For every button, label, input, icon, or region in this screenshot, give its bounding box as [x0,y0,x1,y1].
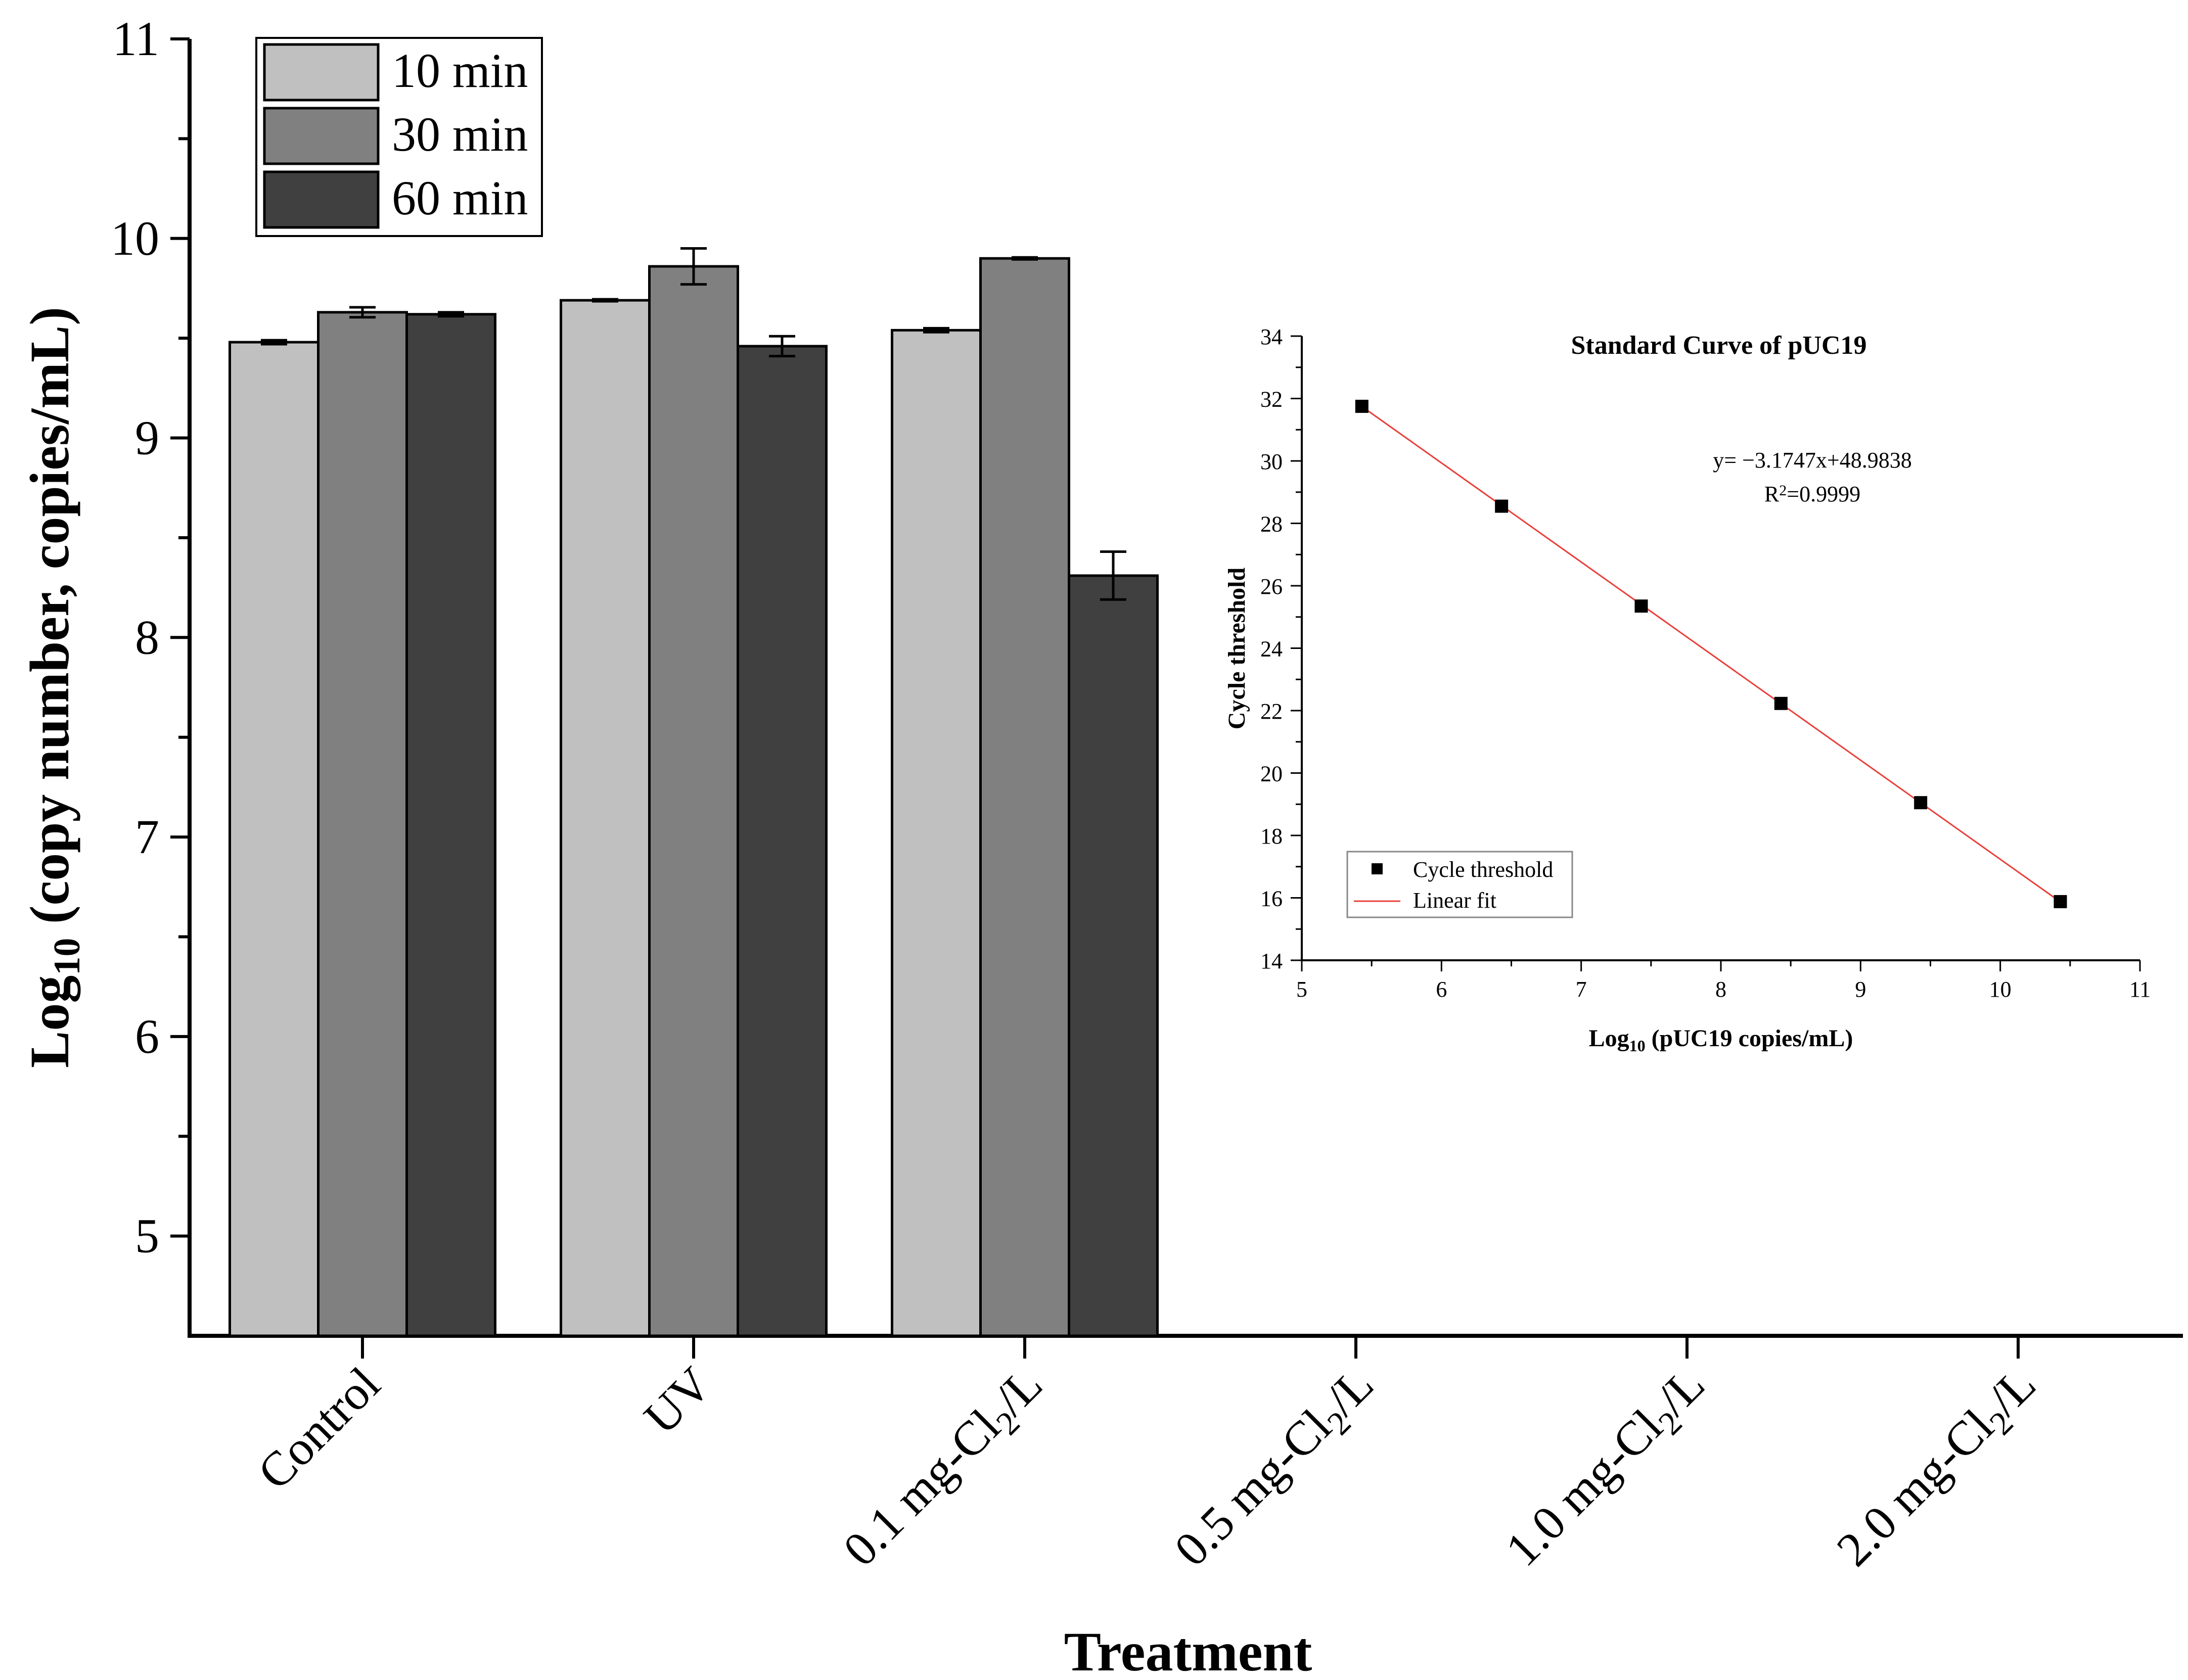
inset-y-tick-label: 18 [1260,824,1283,849]
legend: 10 min 30 min 60 min [255,37,543,237]
y-tick-label: 5 [135,1209,159,1263]
inset-x-tick-label: 6 [1436,977,1447,1002]
bar-10-min [560,299,651,1337]
inset-title: Standard Curve of pUC19 [1571,331,1866,360]
legend-label: 60 min [392,171,528,225]
legend-swatch [263,170,380,229]
inset-y-tick-label: 28 [1260,512,1283,537]
legend-label: 30 min [392,107,528,161]
bar-30-min [648,265,739,1337]
inset-y-axis-title: Cycle threshold [1223,567,1250,729]
fit-equation: y= −3.1747x+48.9838 [1713,448,1911,473]
y-tick-label: 8 [135,610,159,664]
inset-legend: Cycle threshold Linear fit [1346,851,1573,918]
data-point [1774,696,1788,710]
inset-y-tick-label: 30 [1260,449,1283,474]
inset-x-tick-label: 5 [1296,977,1307,1002]
legend-point-marker [1372,863,1383,874]
inset-legend-label: Linear fit [1413,888,1496,913]
inset-y-tick-label: 24 [1260,637,1283,662]
data-point [2054,895,2067,908]
y-axis-title: Log10 (copy number, copies/mL) [19,307,88,1068]
x-tick-label: 2.0 mg-Cl2/L [1826,1357,2050,1581]
y-tick-label: 11 [113,12,159,66]
inset-x-tick-label: 11 [2129,977,2151,1002]
inset-y-tick-label: 32 [1260,387,1283,412]
x-tick-label: Control [247,1357,390,1500]
linear-fit-line [1361,406,2061,903]
y-tick-label: 10 [111,211,159,265]
x-tick-label: 1.0 mg-Cl2/L [1495,1357,1719,1581]
x-tick-label: UV [633,1357,721,1444]
x-tick-label: 0.1 mg-Cl2/L [833,1357,1057,1581]
data-point [1914,796,1928,810]
inset-x-tick-label: 7 [1576,977,1587,1002]
bar-60-min [1068,574,1159,1337]
y-tick-label: 6 [135,1009,159,1063]
legend-swatch [263,43,380,102]
inset-x-tick-label: 8 [1715,977,1726,1002]
data-point [1355,399,1369,413]
y-tick-label: 7 [135,810,159,864]
legend-label: 10 min [392,43,528,98]
inset-y-tick-label: 16 [1260,886,1283,911]
data-point [1634,599,1648,613]
inset-y-tick-label: 22 [1260,699,1283,724]
inset-x-tick-label: 9 [1855,977,1866,1002]
main-bar-chart: 5 6 7 8 9 10 11 Control UV 0.1 mg-Cl2/L 0.5 mg-Cl2… [19,12,2183,1680]
x-axis-title: Treatment [1064,1621,1312,1680]
bar-60-min [405,313,496,1337]
bar-30-min [979,257,1070,1337]
bar-10-min [229,341,320,1337]
bar-10-min [891,329,982,1337]
inset-y-tick-label: 26 [1260,574,1283,599]
inset-legend-frame [1346,851,1573,918]
inset-legend-label: Cycle threshold [1413,857,1553,882]
legend-swatch [263,107,380,165]
inset-x-axis-title: Log10 (pUC19 copies/mL) [1589,1025,1853,1055]
y-tick-label: 9 [135,411,159,465]
inset-standard-curve: 14 16 18 20 22 24 26 28 30 32 34 5 6 7 8 9 10 11 Standard … [1223,324,2151,1055]
inset-y-tick-label: 34 [1260,324,1283,349]
inset-y-tick-label: 14 [1260,949,1283,973]
bar-30-min [317,311,408,1337]
inset-x-tick-label: 10 [1989,977,2012,1002]
x-tick-label: 0.5 mg-Cl2/L [1164,1357,1388,1581]
inset-y-tick-label: 20 [1260,762,1283,786]
fit-r-squared: R2=0.9999 [1764,482,1860,506]
bar-60-min [737,345,828,1337]
data-point [1495,499,1509,513]
